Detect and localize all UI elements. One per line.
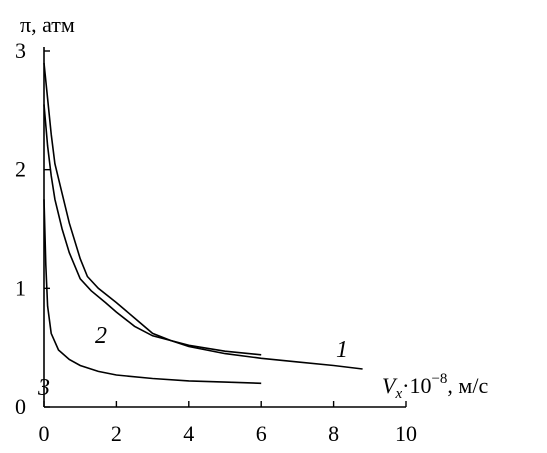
y-tick-label: 1 <box>15 275 26 300</box>
x-tick-label: 8 <box>328 421 339 446</box>
curve-label-2: 2 <box>95 323 107 349</box>
curve-label-3: 3 <box>37 375 50 401</box>
y-axis-title: π, атм <box>20 12 75 37</box>
y-tick-label: 3 <box>15 38 26 63</box>
y-tick-label: 2 <box>15 157 26 182</box>
series-group <box>43 62 363 385</box>
x-tick-label: 0 <box>39 421 50 446</box>
curve-label-1: 1 <box>336 337 348 363</box>
x-tick-label: 10 <box>395 421 417 446</box>
series-line-2 <box>43 104 262 356</box>
ticks: 0 2 4 6 8 10 0 1 2 3 <box>15 38 417 446</box>
x-axis-title-exp: −8 <box>431 371 447 387</box>
x-tick-label: 4 <box>183 421 194 446</box>
y-tick-label: 0 <box>15 394 26 419</box>
x-tick-label: 6 <box>256 421 267 446</box>
x-tick-label: 2 <box>111 421 122 446</box>
x-axis-title-var: V <box>382 373 398 398</box>
x-axis-title-unit: , м/с <box>447 373 488 398</box>
x-axis-title-rest: ·10 <box>402 373 431 398</box>
series-line-1 <box>43 62 363 370</box>
x-axis-title: Vx·10−8, м/с <box>382 371 488 402</box>
x-axis-title-sub: x <box>394 386 402 402</box>
series-line-3 <box>43 199 262 385</box>
